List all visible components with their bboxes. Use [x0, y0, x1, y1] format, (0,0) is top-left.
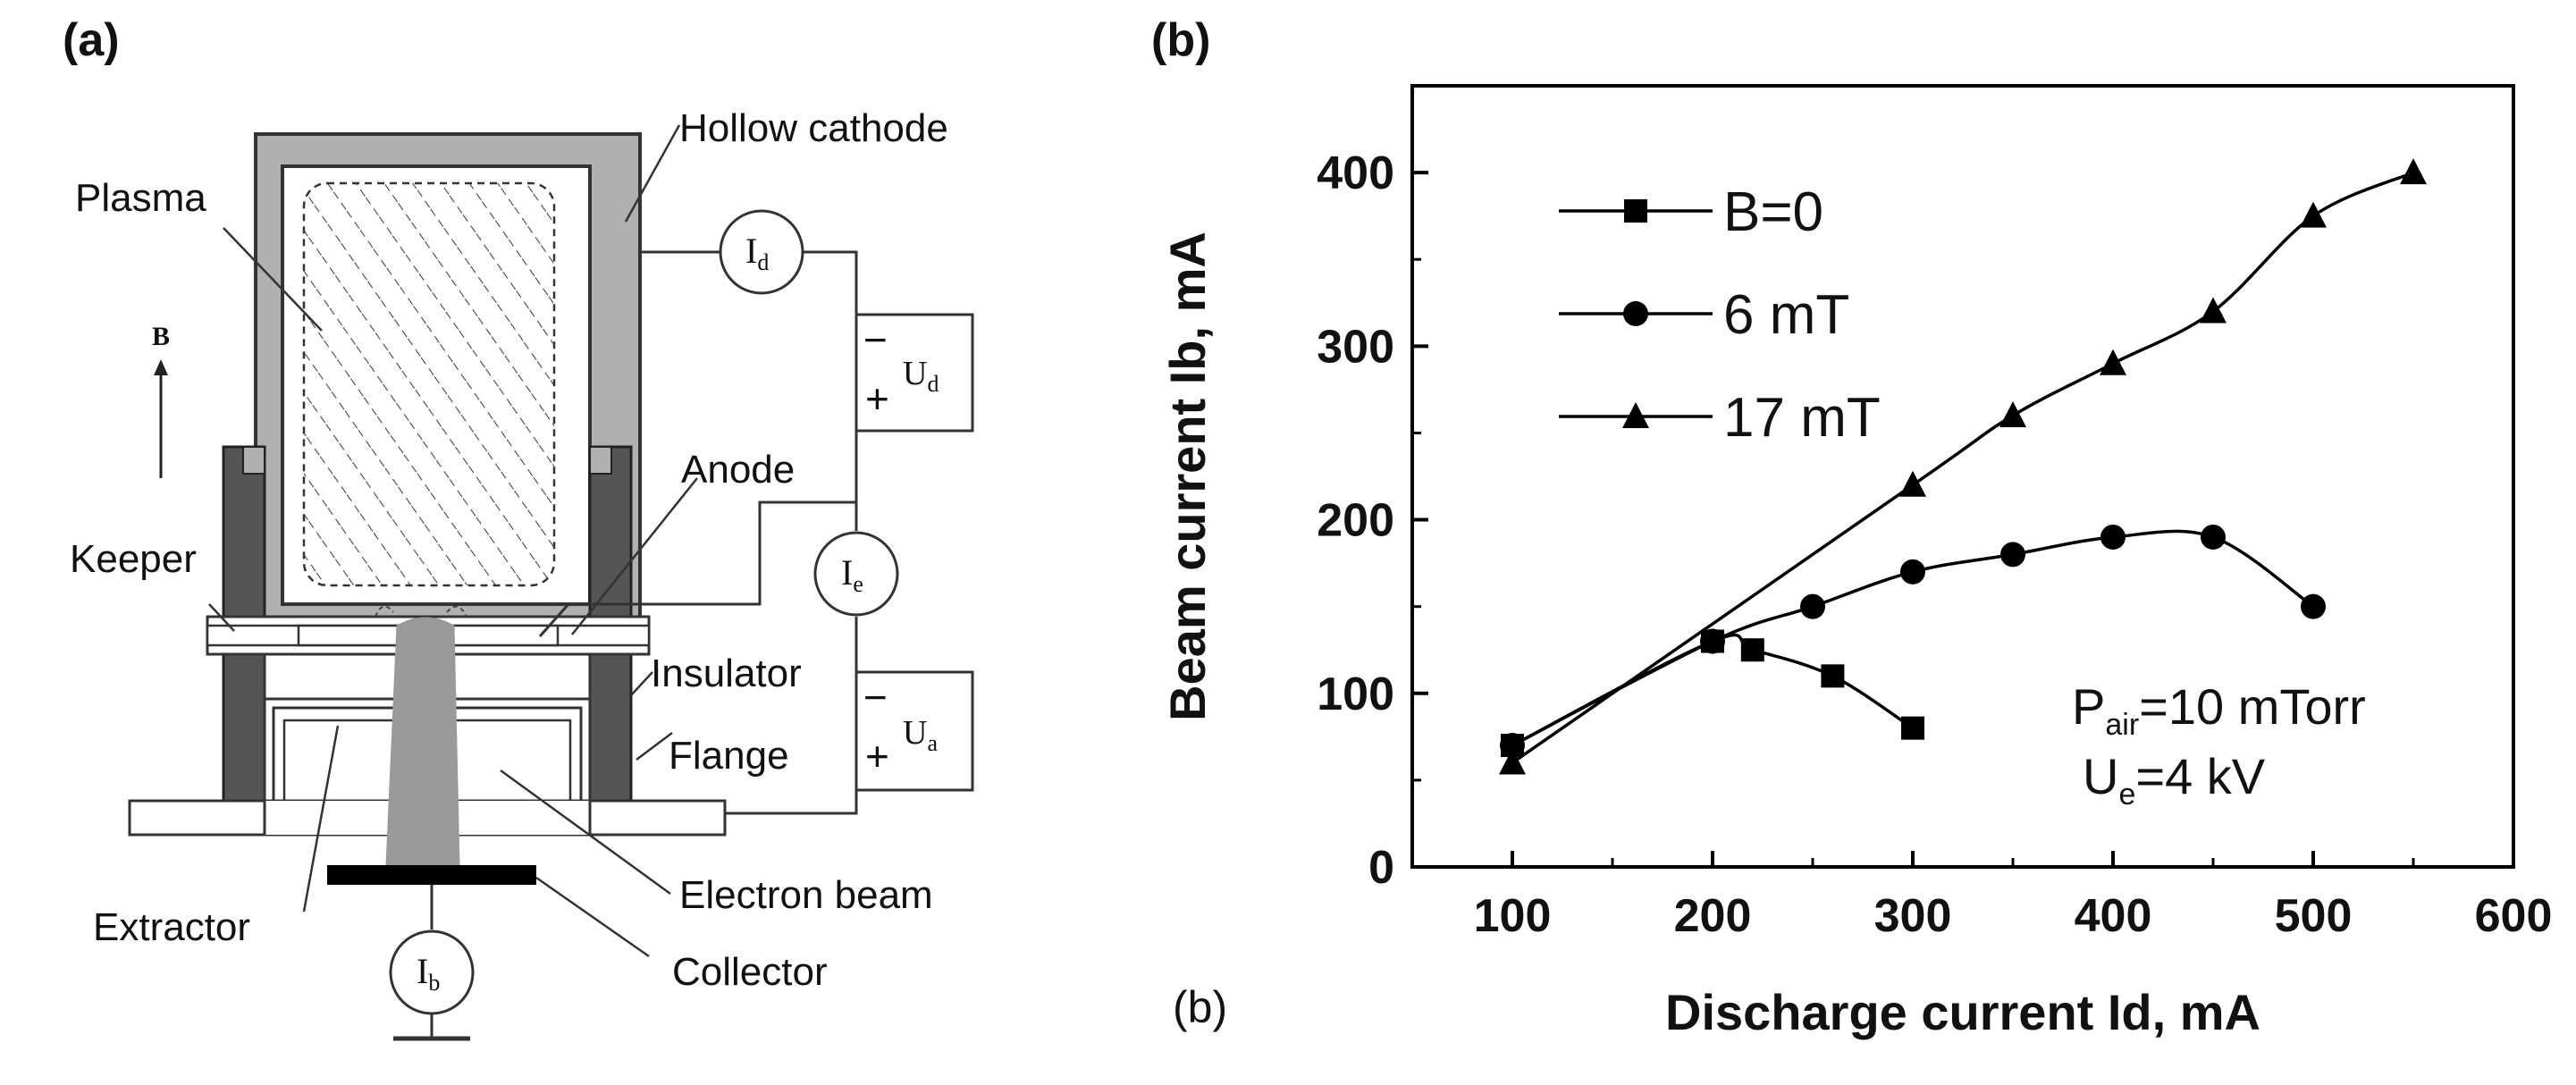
- panel-b-label: (b): [1151, 14, 1210, 66]
- label-keeper: Keeper: [70, 537, 197, 581]
- series-lines: [1511, 171, 2414, 764]
- label-plasma: Plasma: [75, 176, 206, 220]
- y-tick-label: 200: [1317, 495, 1394, 547]
- svg-text:−: −: [863, 316, 888, 363]
- data-point-series-2: [1499, 748, 1526, 775]
- x-tick-label: 400: [2075, 890, 2152, 942]
- supply-ua: − + Ua: [854, 670, 974, 792]
- data-point-series-0: [1821, 664, 1845, 688]
- data-point-series-2: [2200, 297, 2227, 324]
- legend-marker-0: [1624, 199, 1647, 223]
- svg-text:Ua: Ua: [903, 714, 938, 756]
- data-point-series-1: [2000, 542, 2025, 568]
- svg-text:Ib: Ib: [417, 951, 440, 996]
- legend-marker-2: [1622, 402, 1649, 428]
- data-point-series-1: [2301, 593, 2326, 619]
- svg-text:−: −: [863, 674, 888, 720]
- data-point-series-1: [1700, 628, 1725, 654]
- panel-b-chart: (b) (b) 100 200 300 400 500 6000100200300400 …: [1151, 14, 2552, 1040]
- legend-marker-1: [1623, 301, 1648, 326]
- data-point-series-1: [1500, 733, 1525, 759]
- data-point-series-1: [1900, 559, 1925, 585]
- legend-label-2: 17 mT: [1723, 387, 1881, 449]
- svg-text:Ue=4 kV: Ue=4 kV: [2083, 748, 2266, 812]
- label-hollow-cathode: Hollow cathode: [679, 106, 948, 150]
- electron-beam: [375, 605, 467, 866]
- b-field-arrow: B: [152, 322, 170, 478]
- svg-text:Ie: Ie: [841, 552, 863, 597]
- data-point-series-1: [2100, 524, 2126, 550]
- data-point-series-0: [1901, 716, 1924, 740]
- axis-ticks: 100 200 300 400 500 600 0 100 200 300 400: [1317, 147, 2552, 942]
- data-point-series-1: [2201, 524, 2226, 550]
- panel-a-label: (a): [63, 14, 120, 66]
- annotation: Pair=10 mTorr Ue=4 kV: [2072, 678, 2366, 812]
- x-axis-label: Discharge current Id, mA: [1665, 984, 2260, 1040]
- data-point-series-2: [2400, 158, 2427, 185]
- panel-a-diagram: (a): [63, 14, 974, 1041]
- circuit-wiring: [538, 250, 858, 815]
- y-tick-label: 400: [1317, 147, 1394, 199]
- svg-text:+: +: [865, 375, 889, 422]
- label-insulator: Insulator: [651, 652, 802, 695]
- x-tick-label: 200: [1674, 890, 1752, 942]
- plasma-region: [302, 181, 556, 587]
- supply-ud: − + Ud: [854, 313, 974, 433]
- svg-text:Pair=10 mTorr: Pair=10 mTorr: [2072, 678, 2366, 742]
- legend: B=0 6 mT 17 mT: [1559, 181, 1881, 449]
- x-tick-label: 600: [2475, 890, 2553, 942]
- legend-label-0: B=0: [1723, 181, 1823, 243]
- meter-id: [719, 209, 804, 295]
- data-point-series-2: [2100, 349, 2126, 375]
- label-anode: Anode: [681, 448, 795, 492]
- data-point-series-0: [1740, 638, 1764, 662]
- svg-text:+: +: [865, 733, 889, 779]
- y-axis-label: Beam current Ib, mA: [1159, 231, 1216, 721]
- x-tick-label: 300: [1874, 890, 1952, 942]
- series-markers: [1499, 158, 2427, 775]
- data-point-series-2: [1999, 401, 2026, 428]
- label-electron-beam: Electron beam: [679, 873, 933, 917]
- label-flange: Flange: [669, 734, 789, 778]
- label-extractor: Extractor: [93, 905, 250, 949]
- svg-text:Id: Id: [745, 231, 769, 275]
- y-tick-label: 100: [1317, 669, 1394, 720]
- svg-text:B: B: [152, 322, 170, 351]
- leader-lines: [208, 124, 698, 958]
- meter-ie: [813, 531, 899, 617]
- legend-label-1: 6 mT: [1723, 284, 1849, 346]
- plot-frame: [1410, 84, 2515, 869]
- panel-b-bottom-label: (b): [1173, 982, 1227, 1032]
- x-tick-label: 100: [1474, 890, 1552, 942]
- data-point-series-1: [1800, 593, 1825, 619]
- x-tick-label: 500: [2275, 890, 2353, 942]
- collector-plate: [327, 865, 536, 885]
- y-tick-label: 0: [1368, 842, 1394, 894]
- svg-text:Ud: Ud: [903, 355, 939, 397]
- label-collector: Collector: [672, 950, 828, 994]
- data-point-series-2: [1899, 470, 1926, 497]
- data-point-series-2: [2300, 201, 2327, 228]
- y-tick-label: 300: [1317, 321, 1394, 373]
